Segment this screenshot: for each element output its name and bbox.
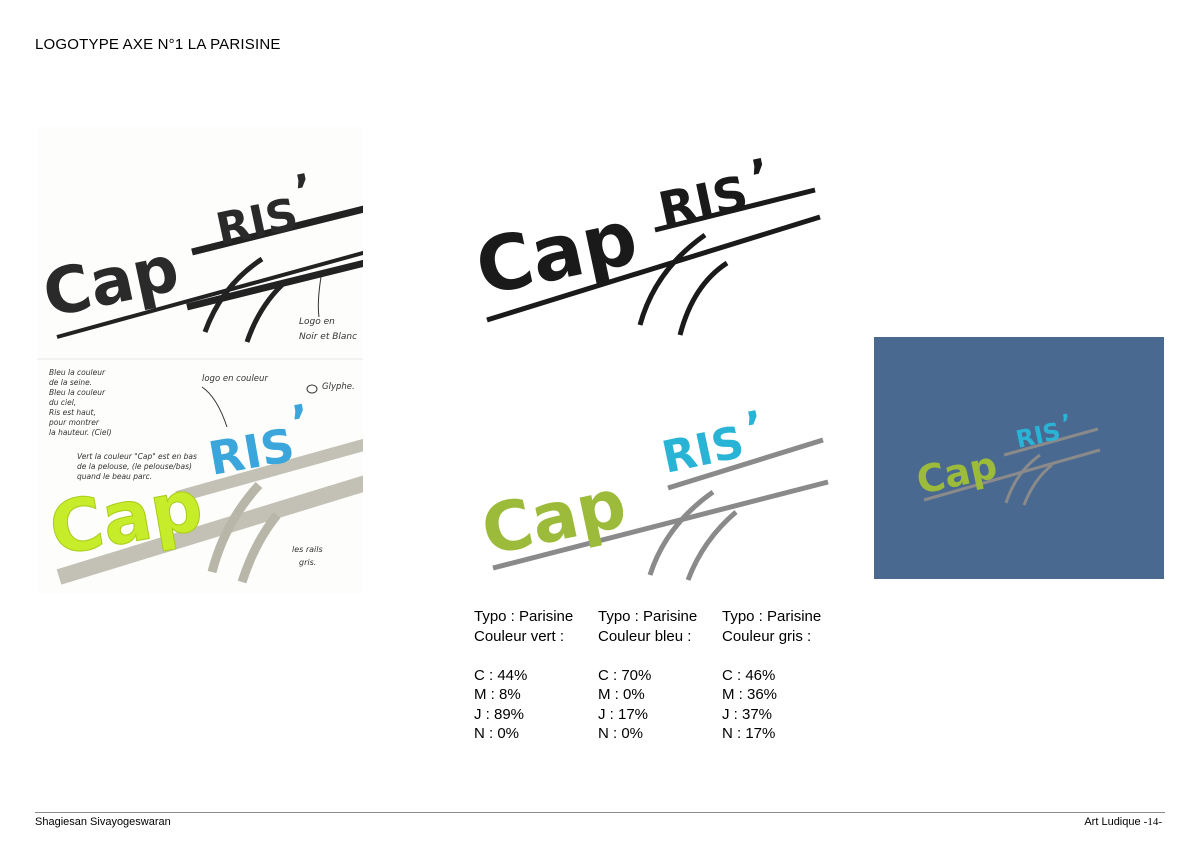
sketch-note-bw-1: Logo en: [299, 317, 335, 327]
spec-m: M : 0%: [598, 686, 645, 703]
logo-blue-apostrophe: ’: [1059, 409, 1074, 438]
logo-color-apostrophe: ’: [742, 401, 769, 454]
footer-course-name: Art Ludique: [1084, 816, 1141, 828]
sketch-note-bw-2: Noir et Blanc: [299, 332, 357, 342]
logo-color-cap: Cap: [478, 464, 633, 571]
spec-typo: Typo : Parisine: [722, 608, 822, 625]
spec-typo: Typo : Parisine: [474, 608, 574, 625]
spec-c: C : 46%: [722, 666, 776, 684]
spec-j: J : 37%: [722, 705, 773, 723]
spec-n: N : 17%: [722, 725, 776, 742]
logo-black-ris: RIS: [654, 165, 753, 238]
sketch-note-color: logo en couleur: [202, 374, 268, 384]
logo-color-ris: RIS: [658, 417, 749, 484]
spec-c: C : 70%: [598, 666, 652, 684]
logo-black: Cap RIS ’: [468, 148, 821, 336]
spec-m: M : 8%: [474, 686, 521, 703]
sketch-note-blue-6: pour montrer: [48, 418, 100, 427]
sketch-scan: Cap RIS ’ Logo en Noir et Blanc Cap RIS …: [37, 127, 363, 594]
spec-n: N : 0%: [474, 725, 520, 742]
spec-c: C : 44%: [474, 666, 528, 684]
sketch-color-ris: RIS: [205, 418, 299, 486]
sketch-bw-ris: RIS: [212, 189, 303, 256]
spec-m: M : 36%: [722, 686, 778, 703]
spec-grey: Typo : Parisine Couleur gris : C : 46% M…: [722, 607, 821, 744]
sketch-note-green-3: quand le beau parc.: [77, 472, 152, 481]
footer-divider: [35, 812, 1165, 813]
sketch-note-rails-1: les rails: [292, 545, 323, 554]
logo-color: Cap RIS ’: [478, 401, 829, 581]
sketch-note-blue-7: la hauteur. (Ciel): [49, 428, 112, 437]
sketch-drawing: Cap RIS ’ Logo en Noir et Blanc Cap RIS …: [37, 164, 363, 585]
sketch-note-glyph: Glyphe.: [322, 382, 355, 392]
sketch-note-green-2: de la pelouse, (le pelouse/bas): [77, 462, 192, 471]
sketch-note-blue-2: de la seine.: [49, 378, 92, 387]
footer-course: Art Ludique -14-: [1084, 816, 1162, 828]
logo-black-cap: Cap: [468, 192, 644, 313]
spec-green: Typo : Parisine Couleur vert : C : 44% M…: [474, 607, 573, 744]
spec-typo: Typo : Parisine: [598, 608, 698, 625]
spec-blue: Typo : Parisine Couleur bleu : C : 70% M…: [598, 607, 697, 744]
spec-color-name: Couleur vert :: [474, 627, 565, 645]
page-title: LOGOTYPE AXE N°1 LA PARISINE: [35, 36, 281, 53]
spec-j: J : 17%: [598, 705, 649, 723]
logo-on-blue-panel: Cap RIS ’: [874, 337, 1164, 579]
logo-blue-cap: Cap: [913, 443, 1001, 503]
logo-on-blue: Cap RIS ’: [913, 409, 1101, 506]
spec-n: N : 0%: [598, 725, 644, 742]
footer-author: Shagiesan Sivayogeswaran: [35, 816, 171, 828]
spec-color-name: Couleur gris :: [722, 627, 812, 645]
sketch-note-rails-2: gris.: [299, 558, 316, 567]
spec-j: J : 89%: [474, 705, 525, 723]
sketch-color-logo: Cap RIS ’ Bleu la couleur de la seine. B…: [43, 368, 363, 585]
spec-color-name: Couleur bleu :: [598, 627, 692, 645]
logo-blue-ris: RIS: [1013, 417, 1063, 454]
sketch-note-blue-1: Bleu la couleur: [49, 368, 106, 377]
sketch-note-blue-3: Bleu la couleur: [49, 388, 106, 397]
sketch-bw-logo: Cap RIS ’ Logo en Noir et Blanc: [37, 164, 363, 343]
sketch-note-green-1: Vert la couleur "Cap" est en bas: [77, 452, 197, 461]
sketch-note-blue-5: Ris est haut,: [49, 408, 96, 417]
footer-page-number: -14-: [1143, 816, 1162, 828]
sketch-note-blue-4: du ciel,: [49, 398, 76, 407]
sketch-bw-cap: Cap: [37, 232, 185, 333]
logo-black-apostrophe: ’: [746, 148, 775, 207]
